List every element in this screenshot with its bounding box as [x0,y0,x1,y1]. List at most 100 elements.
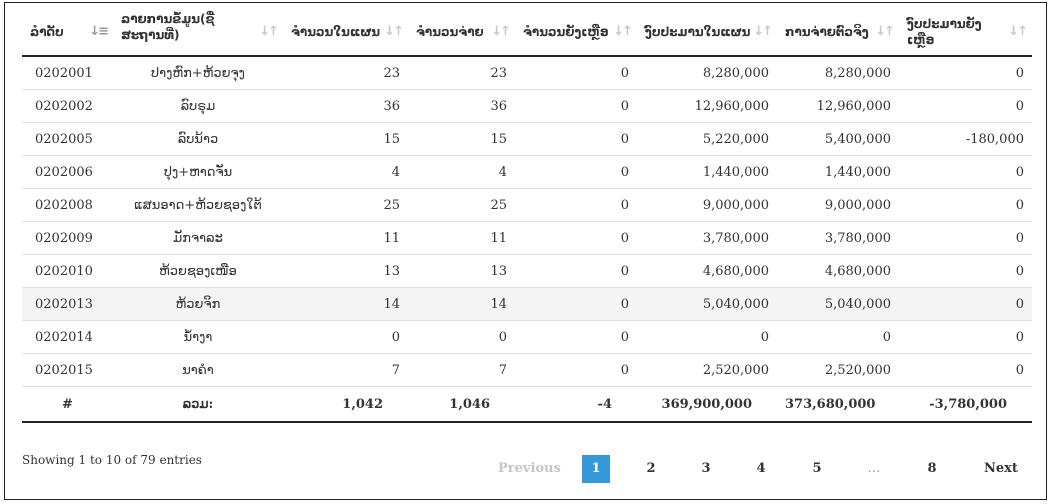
table-row: 0202009 ມັກຈາລະ 11 11 0 3,780,000 3,780,000 0 [22,221,1032,255]
footer-remaining-qty: -4 [515,386,637,423]
col-header-actual-paid[interactable]: ການຈ່າຍຕົວຈິງ ↓↑ [777,9,899,57]
cell-paid-qty: 13 [408,254,515,288]
cell-planned-qty: 23 [383,65,400,81]
cell-planned-qty: 7 [283,353,408,387]
cell-item: ປຸງ+ຫາດຈັນ [113,155,283,189]
cell-actual-paid: 12,960,000 [777,89,899,123]
cell-order: 0202010 [22,254,113,288]
pagination-page-5[interactable]: 5 [812,461,822,476]
footer-planned-budget: 369,900,000 [637,386,777,423]
footer-remaining-budget: -3,780,000 [899,386,1032,423]
pagination-page-2[interactable]: 2 [646,461,656,476]
cell-remaining-qty: 0 [515,122,637,156]
cell-item: ລົບນ້າວ [113,122,283,156]
cell-remaining-qty: 0 [515,353,637,387]
pagination: Previous 1 2 3 4 5 … 8 Next [488,455,1048,485]
cell-actual-paid: 4,680,000 [777,254,899,288]
cell-planned-qty: 36 [283,89,408,123]
sort-both-icon: ↓↑ [384,24,404,39]
cell-actual-paid: 5,400,000 [777,122,899,156]
cell-planned-budget: 9,000,000 [637,188,777,222]
sort-both-icon: ↓↑ [491,24,511,39]
cell-actual-paid: 1,440,000 [777,155,899,189]
table-row: 0202006 ປຸງ+ຫາດຈັນ 4 4 0 1,440,000 1,440,000 0 [22,155,1032,189]
col-header-item[interactable]: ລາຍການຂໍ້ມູນ(ຊື່ສະຖານທີ່) ↓↑ [113,9,283,57]
cell-paid-qty: 25 [408,188,515,222]
cell-planned-budget: 12,960,000 [637,89,777,123]
footer-planned-qty: 1,042 [283,386,408,423]
cell-paid-qty: 11 [408,221,515,255]
cell-planned-qty: 4 [283,155,408,189]
cell-order: 0202014 [22,320,113,354]
table-row: 0202013 ຫ້ວຍຈິກ 14 14 0 5,040,000 5,040,000 0 [22,287,1032,321]
cell-planned-budget: 5,040,000 [637,287,777,321]
sort-both-icon: ↓↑ [259,24,279,39]
sort-both-icon: ↓↑ [1008,24,1028,39]
datatable-container: ລຳດັບ ↓≡ ລາຍການຂໍ້ມູນ(ຊື່ສະຖານທີ່) ↓↑ ຈຳນວ… [4,2,1047,500]
cell-actual-paid: 8,280,000 [824,65,891,81]
sort-both-icon: ↓↑ [613,24,633,39]
cell-item: ຫ້ວຍຊອງເໜືອ [113,254,283,288]
cell-item: ມັກຈາລະ [113,221,283,255]
table-row: 0202014 ນ້ຳງາ 0 0 0 0 0 0 [22,320,1032,354]
pagination-page-8[interactable]: 8 [927,461,937,476]
cell-remaining-qty: 0 [620,65,629,81]
table-row: 0202010 ຫ້ວຍຊອງເໜືອ 13 13 0 4,680,000 4,680,00… [22,254,1032,288]
cell-remaining-qty: 0 [515,287,637,321]
cell-remaining-budget: 0 [899,287,1032,321]
cell-order: 0202005 [22,122,113,156]
cell-actual-paid: 0 [777,320,899,354]
cell-paid-qty: 23 [490,65,507,81]
cell-planned-budget: 8,280,000 [702,65,769,81]
table-info: Showing 1 to 10 of 79 entries [22,453,202,467]
cell-actual-paid: 2,520,000 [777,353,899,387]
cell-planned-budget: 1,440,000 [637,155,777,189]
cell-item: ປາງຫົກ+ຫ້ວຍຈຸງ [151,65,245,81]
cell-remaining-budget: 0 [899,188,1032,222]
pagination-next[interactable]: Next [984,461,1018,476]
cell-item: ລົບຣຸມ [113,89,283,123]
cell-order: 0202002 [22,89,113,123]
table-row: 0202005 ລົບນ້າວ 15 15 0 5,220,000 5,400,000 -18… [22,122,1032,156]
col-header-remaining-qty[interactable]: ຈຳນວນຍັງເຫຼືອ ↓↑ [515,9,637,57]
cell-remaining-budget: 0 [899,353,1032,387]
cell-paid-qty: 7 [408,353,515,387]
cell-planned-qty: 0 [283,320,408,354]
pagination-page-4[interactable]: 4 [756,461,766,476]
cell-remaining-qty: 0 [515,89,637,123]
cell-paid-qty: 15 [408,122,515,156]
cell-remaining-budget: 0 [1015,65,1024,81]
pagination-page-1[interactable]: 1 [582,455,610,483]
cell-item: ແສນອາດ+ຫ້ວຍຊອງໃຕ້ [113,188,283,222]
col-header-remaining-budget[interactable]: ງົບປະມານຍັງເຫຼືອ ↓↑ [899,9,1032,57]
cell-planned-budget: 3,780,000 [637,221,777,255]
pagination-previous[interactable]: Previous [498,461,561,476]
cell-order: 0202013 [22,287,113,321]
col-header-order[interactable]: ລຳດັບ ↓≡ [22,9,113,57]
data-table: ລຳດັບ ↓≡ ລາຍການຂໍ້ມູນ(ຊື່ສະຖານທີ່) ↓↑ ຈຳນວ… [22,9,1032,423]
sort-asc-icon: ↓≡ [89,24,109,39]
footer-actual-paid: 373,680,000 [777,386,899,423]
col-header-planned-qty[interactable]: ຈຳນວນໃນແຜນ ↓↑ [283,9,408,57]
table-row: 0202002 ລົບຣຸມ 36 36 0 12,960,000 12,960,000 0 [22,89,1032,123]
cell-remaining-budget: 0 [899,254,1032,288]
cell-remaining-qty: 0 [515,221,637,255]
pagination-page-3[interactable]: 3 [701,461,711,476]
cell-remaining-qty: 0 [515,320,637,354]
cell-item: ຫ້ວຍຈິກ [113,287,283,321]
cell-planned-budget: 4,680,000 [637,254,777,288]
cell-remaining-budget: -180,000 [899,122,1032,156]
cell-order: 0202001 [35,65,93,81]
cell-planned-qty: 15 [283,122,408,156]
cell-item: ນາຄຳ [113,353,283,387]
table-row: 0202001 ປາງຫົກ+ຫ້ວຍຈຸງ 23 23 0 8,280,000 8,280… [22,56,1032,90]
cell-paid-qty: 0 [408,320,515,354]
sort-both-icon: ↓↑ [875,24,895,39]
sort-both-icon: ↓↑ [753,24,773,39]
cell-planned-budget: 0 [637,320,777,354]
col-header-paid-qty[interactable]: ຈຳນວນຈ່າຍ ↓↑ [408,9,515,57]
col-header-planned-budget[interactable]: ງົບປະມານໃນແຜນ ↓↑ [637,9,777,57]
cell-planned-qty: 13 [283,254,408,288]
cell-remaining-qty: 0 [515,254,637,288]
cell-planned-budget: 5,220,000 [637,122,777,156]
